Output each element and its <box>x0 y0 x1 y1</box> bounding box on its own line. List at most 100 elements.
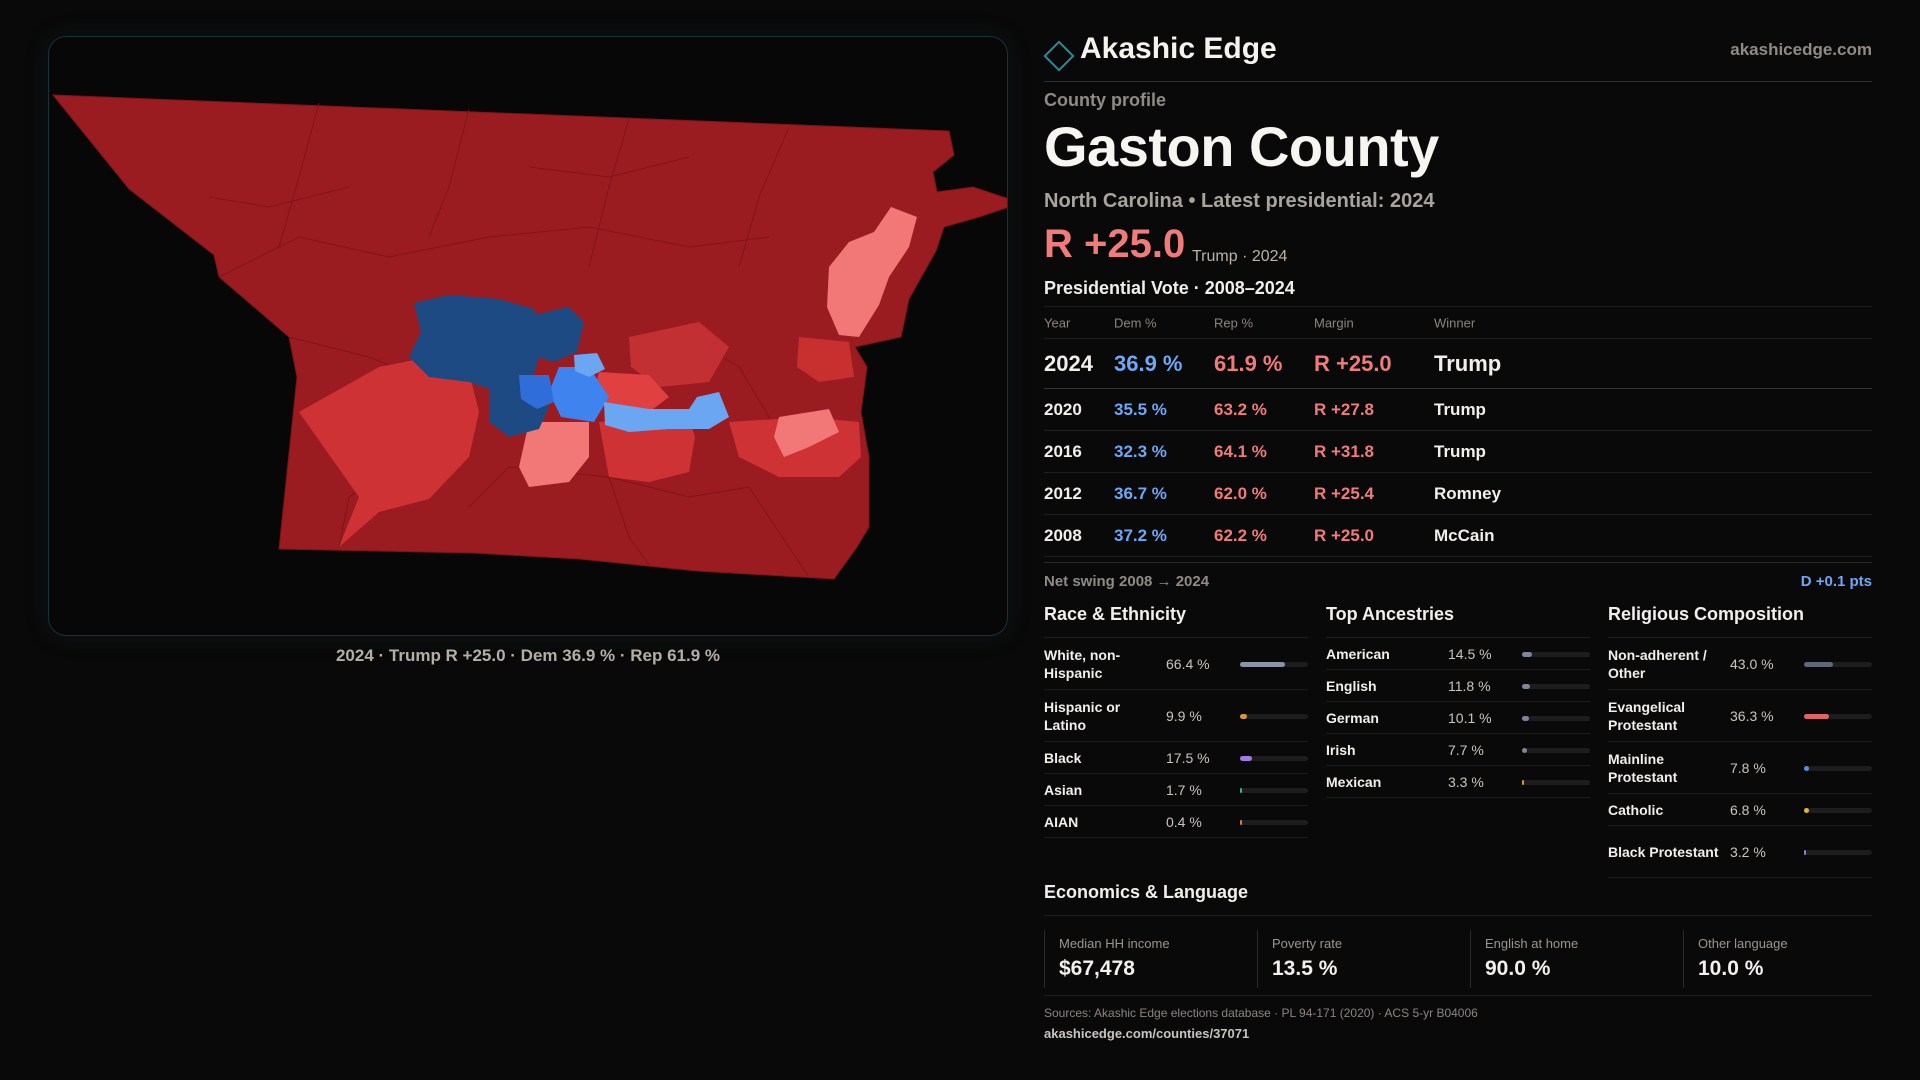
demo-bar <box>1240 819 1308 825</box>
religion-section: Religious Composition Non-adherent / Oth… <box>1608 604 1872 878</box>
precinct-map-panel[interactable] <box>48 36 1008 636</box>
map-precinct-tilt-r-northeast <box>827 207 917 337</box>
demo-bar <box>1804 765 1872 771</box>
map-precinct-strong-d-north <box>524 307 584 362</box>
cell-winner: Trump <box>1434 399 1486 419</box>
demo-bar <box>1522 747 1590 753</box>
list-item: Catholic 6.8 % <box>1608 794 1872 826</box>
demo-label: Mainline Protestant <box>1608 750 1678 785</box>
demo-bar-fill <box>1522 747 1528 753</box>
demo-bar <box>1240 713 1308 719</box>
cell-margin: R +31.8 <box>1314 441 1375 461</box>
list-item: Irish 7.7 % <box>1326 734 1590 766</box>
demo-bar-fill <box>1240 713 1247 719</box>
vote-table-title: Presidential Vote · 2008–2024 <box>1044 278 1295 298</box>
headline-margin-note: Trump · 2024 <box>1192 248 1288 265</box>
demo-bar-fill <box>1240 819 1242 825</box>
demo-bar-fill <box>1522 715 1529 721</box>
cell-margin: R +25.0 <box>1314 525 1375 545</box>
cell-rep: 61.9 % <box>1214 350 1283 376</box>
demo-label: Asian <box>1044 781 1083 798</box>
stat-value: 10.0 % <box>1698 957 1764 980</box>
cell-dem: 35.5 % <box>1114 399 1167 419</box>
demo-bar <box>1240 787 1308 793</box>
map-precinct-lean-d-center <box>549 367 609 422</box>
demo-pct: 6.8 % <box>1730 801 1766 818</box>
net-swing-value: D +0.1 pts <box>1800 573 1872 590</box>
demo-bar-fill <box>1804 713 1829 719</box>
cell-winner: Trump <box>1434 441 1486 461</box>
map-precinct-tilt-r-south <box>519 422 589 487</box>
stat-poverty-rate: Poverty rate 13.5 % <box>1257 930 1464 988</box>
demo-label: American <box>1326 645 1390 662</box>
list-item: Mainline Protestant 7.8 % <box>1608 742 1872 794</box>
demo-pct: 3.3 % <box>1448 773 1484 790</box>
demo-pct: 10.1 % <box>1448 709 1492 726</box>
page-url-link[interactable]: akashicedge.com/counties/37071 <box>1044 1026 1250 1041</box>
map-precinct-tilt-d-strip <box>604 392 729 432</box>
brand-url-link[interactable]: akashicedge.com <box>1730 40 1872 59</box>
col-rep: Rep % <box>1214 315 1254 330</box>
demo-bar <box>1804 807 1872 813</box>
profile-kicker: County profile <box>1044 90 1166 110</box>
demo-bar-fill <box>1522 779 1525 785</box>
demo-label: Black Protestant <box>1608 843 1719 860</box>
demo-label: Mexican <box>1326 773 1382 790</box>
map-precinct-lean-r-center <box>599 419 695 482</box>
demo-label: Hispanic or Latino <box>1044 698 1121 733</box>
economics-row: Median HH income $67,478 Poverty rate 13… <box>1044 930 1872 996</box>
list-item: White, non-Hispanic 66.4 % <box>1044 638 1308 690</box>
precinct-map[interactable] <box>49 37 1008 636</box>
list-item: Hispanic or Latino 9.9 % <box>1044 690 1308 742</box>
demo-bar <box>1804 849 1872 855</box>
demo-pct: 0.4 % <box>1166 813 1202 830</box>
demo-bar-fill <box>1804 661 1834 667</box>
county-profile-panel: Akashic Edge akashicedge.com County prof… <box>1043 30 1872 1060</box>
map-precinct-lean-r-west <box>299 357 479 547</box>
table-row: 2008 37.2 % 62.2 % R +25.0 McCain <box>1044 515 1872 557</box>
religion-title: Religious Composition <box>1608 604 1872 638</box>
sources-note: Sources: Akashic Edge elections database… <box>1044 1006 1478 1020</box>
stat-label: Poverty rate <box>1272 936 1343 951</box>
cell-year: 2020 <box>1044 399 1082 419</box>
cell-year: 2012 <box>1044 483 1082 503</box>
race-ethnicity-title: Race & Ethnicity <box>1044 604 1308 638</box>
demo-bar-fill <box>1804 849 1807 855</box>
demo-pct: 66.4 % <box>1166 655 1210 672</box>
demo-pct: 7.8 % <box>1730 759 1766 776</box>
diamond-outline-icon <box>1043 40 1075 72</box>
cell-winner: McCain <box>1434 525 1495 545</box>
col-margin: Margin <box>1314 315 1354 330</box>
list-item: English 11.8 % <box>1326 670 1590 702</box>
list-item: Black Protestant 3.2 % <box>1608 826 1872 878</box>
brand-name[interactable]: Akashic Edge <box>1080 32 1277 65</box>
race-ethnicity-section: Race & Ethnicity White, non-Hispanic 66.… <box>1044 604 1308 838</box>
list-item: Asian 1.7 % <box>1044 774 1308 806</box>
table-row: 2024 36.9 % 61.9 % R +25.0 Trump <box>1044 339 1872 389</box>
demo-pct: 17.5 % <box>1166 749 1210 766</box>
stat-value: 90.0 % <box>1485 957 1551 980</box>
cell-winner: Trump <box>1434 350 1502 376</box>
map-precinct-strong-d-west <box>409 295 544 392</box>
demo-pct: 43.0 % <box>1730 655 1774 672</box>
demo-bar-fill <box>1240 755 1252 761</box>
cell-dem: 36.9 % <box>1114 350 1183 376</box>
demo-bar-fill <box>1522 683 1531 689</box>
cell-year: 2016 <box>1044 441 1082 461</box>
demo-bar <box>1522 651 1590 657</box>
map-precinct-tilt-d-small <box>574 353 605 377</box>
cell-rep: 62.0 % <box>1214 483 1267 503</box>
list-item: Non-adherent / Other 43.0 % <box>1608 638 1872 690</box>
col-dem: Dem % <box>1114 315 1157 330</box>
cell-dem: 36.7 % <box>1114 483 1167 503</box>
list-item: AIAN 0.4 % <box>1044 806 1308 838</box>
ancestries-section: Top Ancestries American 14.5 % English 1… <box>1326 604 1590 798</box>
demo-bar-fill <box>1804 765 1810 771</box>
demo-pct: 36.3 % <box>1730 707 1774 724</box>
headline-margin: R +25.0 <box>1044 222 1186 266</box>
demo-bar-fill <box>1240 787 1242 793</box>
demo-label: German <box>1326 709 1379 726</box>
cell-rep: 64.1 % <box>1214 441 1267 461</box>
cell-rep: 63.2 % <box>1214 399 1267 419</box>
demo-bar-fill <box>1804 807 1809 813</box>
